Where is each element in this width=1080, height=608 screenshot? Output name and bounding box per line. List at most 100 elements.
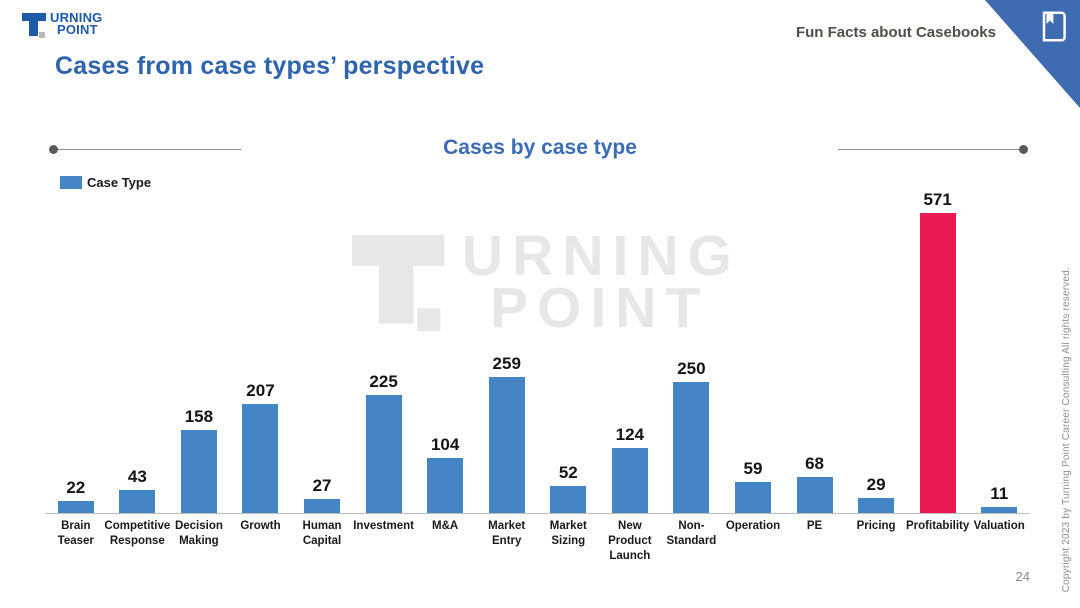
category-label: Brain Teaser [57, 520, 94, 547]
x-axis-line [45, 513, 1030, 514]
category-labels: Brain Teaser Competitive Response Decision… [45, 519, 1030, 579]
category-label-cell: M&A [414, 519, 476, 579]
category-label-cell: Decision Making [168, 519, 230, 579]
chart-legend: Case Type [60, 175, 151, 190]
category-label: New Product Launch [608, 520, 652, 562]
bar-value-label: 29 [866, 475, 886, 494]
category-label: Market Entry [488, 520, 526, 547]
bar-value-label: 207 [246, 381, 275, 400]
plot-area: 22 43 158 207 27 225 104 259 52 124 250 59 68 29 571 11 [45, 190, 1030, 513]
bar-group-market-entry: 259 [476, 354, 538, 513]
category-label: Valuation [973, 520, 1025, 532]
logo-line1: URNING [50, 10, 103, 25]
bar-value-label: 571 [923, 190, 952, 209]
category-label-cell: Competitive Response [104, 519, 170, 579]
category-label-cell: Valuation [968, 519, 1030, 579]
category-label: Human Capital [302, 520, 342, 547]
turning-point-logo: URNING POINT [22, 10, 103, 42]
category-label-cell: Pricing [845, 519, 907, 579]
bar-value-label: 225 [369, 372, 398, 391]
category-label: Growth [240, 520, 281, 532]
bar-market-entry [488, 377, 525, 513]
bar-value-label: 59 [743, 459, 763, 478]
bar-growth [242, 404, 279, 513]
bar-value-label: 22 [66, 478, 86, 497]
bar-decision-making [180, 430, 217, 513]
category-label-cell: Profitability [906, 519, 969, 579]
bar-human-capital [304, 499, 341, 513]
bar-new-product-launch [611, 448, 648, 513]
category-label: Decision Making [174, 520, 223, 547]
bar-market-sizing [550, 486, 587, 513]
bar-value-label: 158 [184, 407, 214, 426]
bar-value-label: 52 [558, 463, 578, 482]
bar-operation [734, 482, 771, 513]
bar-pricing [858, 498, 895, 513]
bar-group-pe: 68 [784, 454, 846, 513]
category-label: Competitive Response [104, 520, 171, 547]
category-label: Market Sizing [549, 520, 587, 547]
page-title: Cases from case types’ perspective [55, 52, 485, 80]
bar-group-human-capital: 27 [291, 476, 353, 513]
copyright-notice: Copyright 2023 by Turning Point Career C… [1061, 266, 1072, 592]
bar-group-competitive-response: 43 [107, 467, 169, 513]
bar-group-pricing: 29 [845, 475, 907, 513]
book-icon [1039, 10, 1069, 48]
category-label: Non- Standard [666, 520, 717, 547]
category-label: Profitability [906, 520, 970, 532]
category-label-cell: New Product Launch [599, 519, 661, 579]
bar-pe [796, 477, 833, 513]
category-label-cell: Operation [722, 519, 784, 579]
category-label-cell: Investment [353, 519, 415, 579]
bar-valuation [981, 507, 1018, 513]
bar-group-growth: 207 [230, 381, 292, 513]
bar-group-decision-making: 158 [168, 407, 230, 513]
divider-dot-left [49, 145, 58, 154]
legend-swatch [60, 176, 82, 189]
bar-competitive-response [119, 490, 156, 513]
category-label: Operation [725, 520, 781, 532]
category-label: PE [806, 520, 823, 532]
bar-group-m-a: 104 [414, 435, 476, 513]
bar-m-a [427, 458, 464, 513]
bar-brain-teaser [57, 501, 94, 513]
header-caption: Fun Facts about Casebooks [795, 24, 996, 41]
category-label: Investment [353, 520, 414, 532]
bar-group-non-standard: 250 [661, 359, 723, 513]
legend-label: Case Type [87, 175, 152, 190]
category-label-cell: PE [784, 519, 846, 579]
category-label-cell: Human Capital [291, 519, 353, 579]
divider-dot-right [1019, 145, 1028, 154]
bar-group-brain-teaser: 22 [45, 478, 107, 513]
bar-group-new-product-launch: 124 [599, 425, 661, 513]
bar-value-label: 250 [677, 359, 706, 378]
bar-group-valuation: 11 [968, 484, 1030, 513]
category-label-cell: Growth [230, 519, 292, 579]
category-label-cell: Market Entry [476, 519, 538, 579]
logo-line2: POINT [57, 22, 98, 37]
bar-non-standard [673, 382, 710, 513]
bar-profitability [919, 213, 956, 513]
turning-point-t-icon [22, 12, 48, 42]
category-label-cell: Market Sizing [538, 519, 600, 579]
category-label: M&A [432, 520, 459, 532]
category-label: Pricing [856, 520, 896, 532]
bar-group-market-sizing: 52 [538, 463, 600, 513]
bar-value-label: 104 [430, 435, 460, 454]
bar-value-label: 43 [127, 467, 147, 486]
bar-value-label: 27 [312, 476, 332, 495]
divider-line-right [838, 145, 1028, 154]
bar-value-label: 259 [492, 354, 521, 373]
bar-group-investment: 225 [353, 372, 415, 513]
bar-value-label: 68 [805, 454, 824, 473]
bar-value-label: 11 [990, 484, 1009, 503]
category-label-cell: Brain Teaser [45, 519, 107, 579]
page-number: 24 [1015, 569, 1030, 584]
divider-line-left [49, 145, 241, 154]
bar-investment [365, 395, 402, 513]
bar-value-label: 124 [615, 425, 645, 444]
category-label-cell: Non- Standard [661, 519, 723, 579]
chart-title: Cases by case type [443, 136, 637, 159]
bar-group-operation: 59 [722, 459, 784, 513]
